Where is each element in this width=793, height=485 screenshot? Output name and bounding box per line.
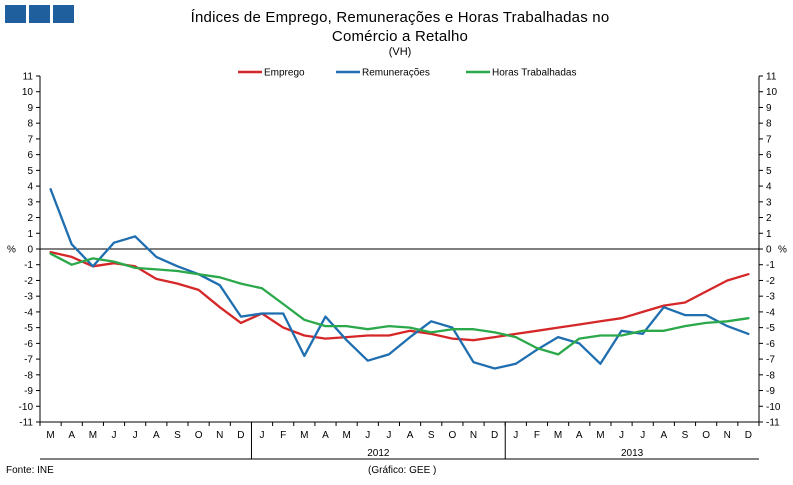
x-tick-label: S <box>174 430 181 441</box>
chart-title: Índices de Emprego, Remunerações e Horas… <box>190 9 610 45</box>
y-tick-label-right: -5 <box>766 323 775 334</box>
x-tick-label: J <box>260 430 265 441</box>
y-tick-label-left: -5 <box>24 323 33 334</box>
y-tick-label-left: -8 <box>24 370 33 381</box>
x-tick-label: N <box>724 430 731 441</box>
year-label: 2013 <box>621 448 644 459</box>
x-tick-label: A <box>68 430 75 441</box>
y-tick-label-right: 0 <box>766 245 772 256</box>
y-tick-label-left: 5 <box>27 166 33 177</box>
y-tick-label-right: 2 <box>766 213 772 224</box>
x-tick-label: N <box>216 430 223 441</box>
y-tick-label-right: -6 <box>766 339 775 350</box>
y-tick-label-left: 6 <box>27 150 33 161</box>
y-tick-label-left: -2 <box>24 276 33 287</box>
y-tick-label-right: 7 <box>766 134 772 145</box>
y-tick-label-left: -4 <box>24 307 33 318</box>
y-tick-label-left: -3 <box>24 292 33 303</box>
x-tick-label: J <box>619 430 624 441</box>
y-tick-label-left: 8 <box>27 119 33 130</box>
x-tick-label: D <box>491 430 498 441</box>
y-tick-label-left: -11 <box>19 418 33 429</box>
y-tick-label-right: 8 <box>766 119 772 130</box>
logo-block-3 <box>53 5 74 23</box>
y-tick-label-left: 9 <box>27 103 33 114</box>
x-tick-label: J <box>640 430 645 441</box>
source-note: Fonte: INE <box>6 465 54 476</box>
y-tick-label-right: 5 <box>766 166 772 177</box>
x-tick-label: A <box>576 430 583 441</box>
y-tick-label-left: 11 <box>23 72 34 83</box>
y-tick-label-right: -8 <box>766 370 775 381</box>
x-tick-label: O <box>448 430 456 441</box>
y-tick-label-left: 0 <box>27 245 33 256</box>
y-tick-label-left: 7 <box>27 134 33 145</box>
y-tick-label-right: 4 <box>766 182 772 193</box>
series-line-emprego <box>49 250 750 342</box>
x-tick-label: A <box>407 430 414 441</box>
y-tick-label-right: -9 <box>766 386 775 397</box>
y-tick-label-left: -1 <box>24 260 33 271</box>
y-tick-label-right: -7 <box>766 355 775 366</box>
x-tick-label: J <box>112 430 117 441</box>
year-label: 2012 <box>367 448 390 459</box>
logo-block-1 <box>5 5 26 23</box>
x-tick-label: M <box>300 430 308 441</box>
y-tick-label-right: 3 <box>766 197 772 208</box>
y-tick-label-left: 2 <box>27 213 33 224</box>
y-tick-label-right: -2 <box>766 276 775 287</box>
credit-note: (Gráfico: GEE ) <box>368 465 437 476</box>
y-unit-label-left: % <box>7 245 16 256</box>
x-tick-label: M <box>342 430 350 441</box>
x-tick-label: J <box>133 430 138 441</box>
x-tick-label: S <box>428 430 435 441</box>
x-tick-label: M <box>596 430 604 441</box>
x-tick-label: F <box>280 430 286 441</box>
y-tick-label-left: -10 <box>19 402 34 413</box>
y-tick-label-right: 10 <box>766 87 778 98</box>
y-tick-label-left: 4 <box>27 182 33 193</box>
x-tick-label: D <box>745 430 752 441</box>
x-tick-label: J <box>365 430 370 441</box>
x-tick-label: N <box>470 430 477 441</box>
series-line-horas-trabalhadas <box>49 252 750 356</box>
y-tick-label-left: -9 <box>24 386 33 397</box>
y-tick-label-right: 1 <box>766 229 772 240</box>
x-tick-label: M <box>554 430 562 441</box>
y-tick-label-left: 3 <box>27 197 33 208</box>
x-tick-label: F <box>534 430 540 441</box>
chart-subtitle: (VH) <box>388 46 412 58</box>
y-unit-label-right: % <box>778 245 787 256</box>
legend-label: Horas Trabalhadas <box>492 68 577 79</box>
x-tick-label: M <box>46 430 54 441</box>
y-tick-label-right: 9 <box>766 103 772 114</box>
legend-label: Remunerações <box>362 68 430 79</box>
y-tick-label-left: -7 <box>24 355 33 366</box>
x-tick-label: A <box>661 430 668 441</box>
logo-block-2 <box>29 5 50 23</box>
legend-label: Emprego <box>264 68 305 79</box>
y-tick-label-right: -1 <box>766 260 775 271</box>
x-tick-label: J <box>386 430 391 441</box>
y-tick-label-right: 6 <box>766 150 772 161</box>
x-tick-label: D <box>237 430 244 441</box>
x-tick-label: A <box>322 430 329 441</box>
chart-header: Índices de Emprego, Remunerações e Horas… <box>100 8 700 59</box>
y-tick-label-right: -4 <box>766 307 775 318</box>
y-tick-label-right: 11 <box>766 72 777 83</box>
x-tick-label: A <box>153 430 160 441</box>
x-tick-label: O <box>702 430 710 441</box>
y-tick-label-left: 1 <box>27 229 33 240</box>
y-tick-label-left: -6 <box>24 339 33 350</box>
y-tick-label-right: -11 <box>766 418 780 429</box>
y-tick-label-left: 10 <box>22 87 34 98</box>
y-tick-label-right: -3 <box>766 292 775 303</box>
x-tick-label: M <box>89 430 97 441</box>
x-tick-label: S <box>682 430 689 441</box>
x-tick-label: J <box>513 430 518 441</box>
x-tick-label: O <box>195 430 203 441</box>
y-tick-label-right: -10 <box>766 402 781 413</box>
